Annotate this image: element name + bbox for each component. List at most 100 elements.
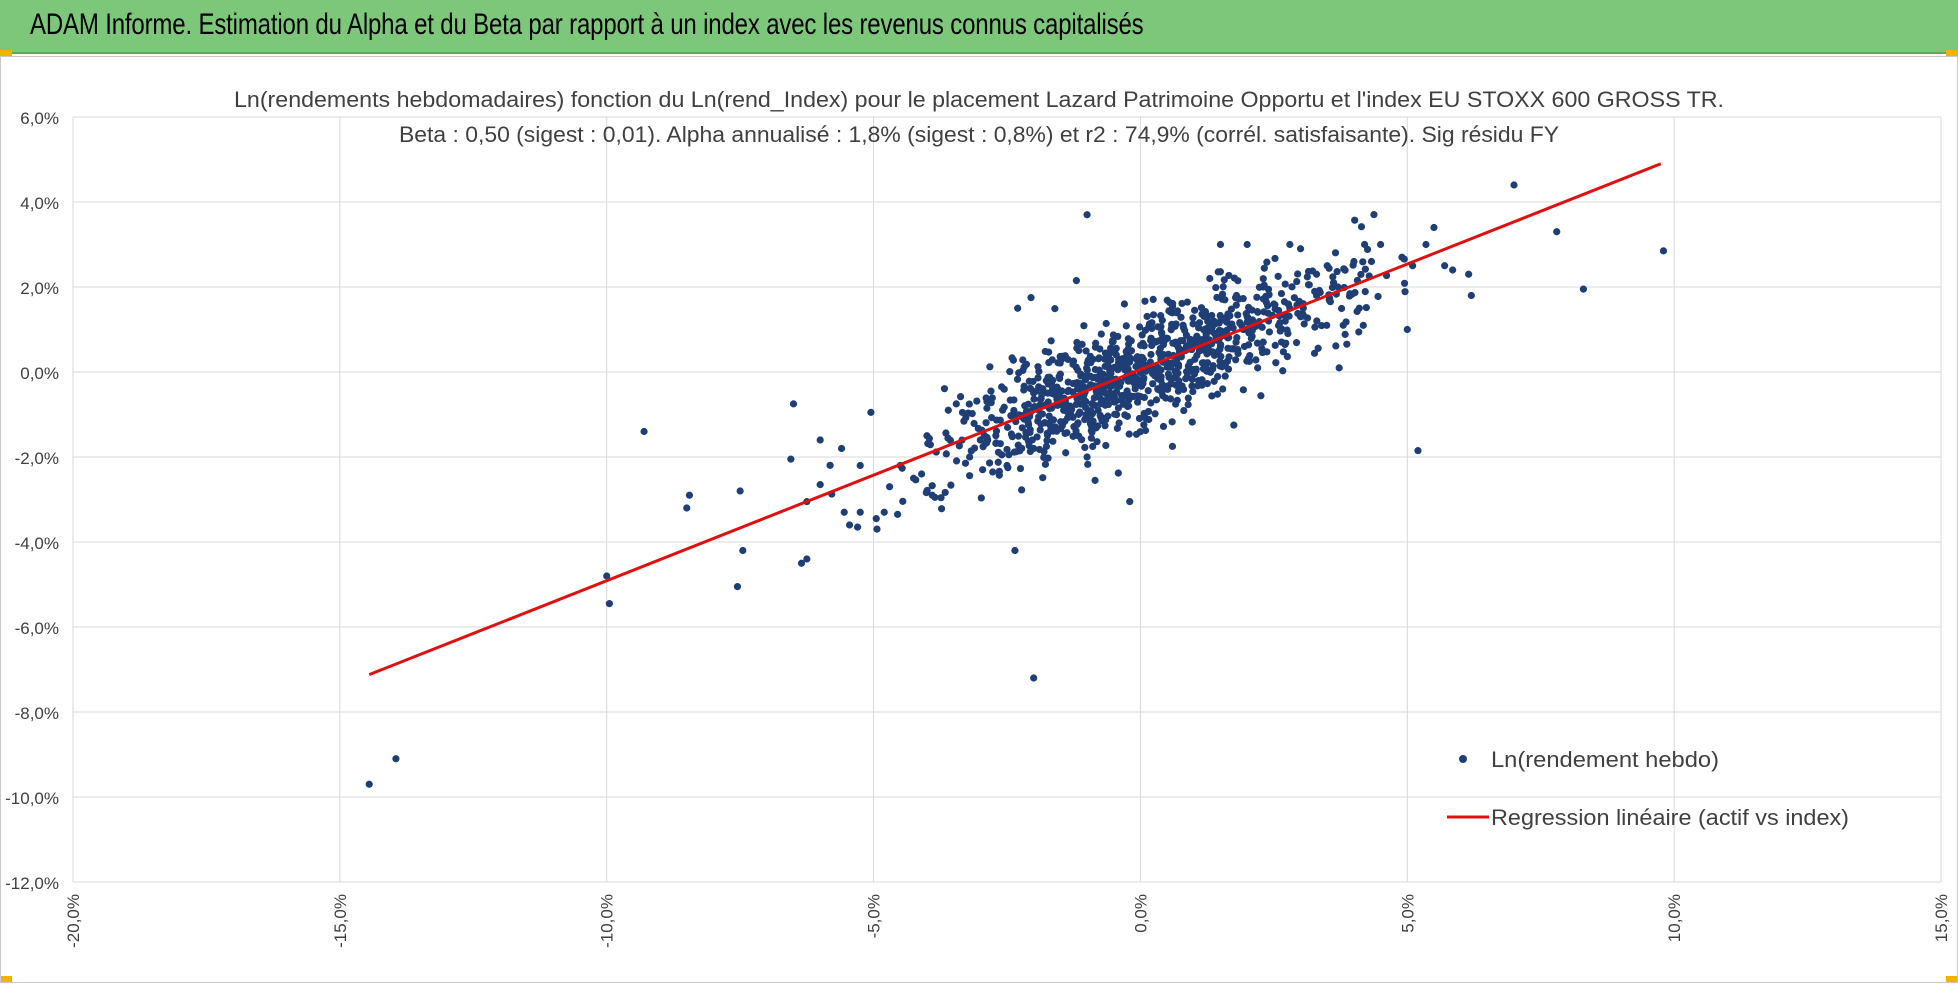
data-point [1189, 314, 1197, 322]
data-point [1212, 283, 1220, 292]
data-point [1041, 419, 1049, 427]
data-point [1367, 257, 1376, 266]
data-point [1341, 330, 1349, 338]
data-point [1203, 313, 1211, 321]
resize-handle-icon[interactable] [1946, 50, 1958, 57]
data-point [1340, 265, 1348, 273]
data-point [1062, 449, 1070, 457]
data-point [996, 416, 1004, 424]
data-point [867, 408, 875, 416]
data-point [1145, 320, 1154, 328]
data-point [1010, 448, 1018, 456]
data-point [968, 410, 976, 418]
x-tick-label: -15,0% [331, 894, 350, 948]
data-point [1140, 342, 1148, 350]
data-point [912, 476, 920, 484]
data-point [872, 515, 880, 523]
data-point [1026, 384, 1034, 393]
data-point [1136, 323, 1144, 331]
data-point [1131, 385, 1139, 393]
data-point [1004, 464, 1012, 472]
data-point [1579, 285, 1588, 293]
data-point [1081, 443, 1089, 452]
data-point [956, 393, 965, 401]
data-point [1351, 288, 1359, 297]
data-point [1049, 388, 1057, 397]
data-point [1276, 327, 1284, 335]
data-point [1296, 245, 1305, 253]
data-point [1223, 357, 1232, 365]
data-point [961, 459, 970, 467]
data-point [1201, 365, 1209, 373]
data-point [1015, 369, 1023, 377]
resize-handle-icon[interactable] [0, 976, 12, 983]
data-point [1066, 402, 1074, 410]
data-point [1141, 426, 1150, 435]
data-point [1095, 354, 1103, 362]
data-point [1243, 313, 1251, 321]
data-point [970, 444, 979, 452]
data-point [1144, 387, 1152, 395]
data-point [1271, 341, 1279, 349]
data-point [1206, 274, 1214, 283]
data-point [955, 442, 963, 450]
data-point [1069, 360, 1077, 368]
data-point [1224, 344, 1232, 352]
data-point [1184, 394, 1192, 402]
data-point [803, 555, 811, 563]
data-point [1263, 258, 1271, 266]
y-tick-label: -12,0% [5, 874, 59, 893]
data-point [1027, 294, 1035, 302]
data-point [1034, 374, 1042, 382]
data-point [1422, 240, 1430, 249]
data-point [1159, 422, 1168, 431]
data-point [1234, 311, 1242, 319]
data-point [1245, 357, 1253, 365]
data-point [1123, 375, 1131, 383]
data-point [1073, 384, 1082, 393]
resize-handle-icon[interactable] [1946, 976, 1958, 983]
data-point [1164, 385, 1172, 393]
legend-label-scatter: Ln(rendement hebdo) [1491, 747, 1719, 772]
data-point [983, 404, 991, 412]
data-point [1213, 390, 1222, 398]
data-point [1191, 306, 1199, 314]
data-point [1403, 325, 1411, 334]
data-point [1049, 416, 1058, 424]
data-point [1174, 369, 1182, 377]
data-point [1064, 378, 1072, 386]
data-point [1314, 344, 1322, 352]
data-point [1227, 305, 1235, 313]
data-point [970, 419, 978, 428]
chart-area[interactable]: 6,0% 4,0% 2,0% 0,0% -2,0% -4,0% -6,0% -8,0% -10,… [0, 56, 1958, 983]
data-point [1011, 546, 1019, 555]
data-point [1087, 434, 1095, 442]
data-point [736, 487, 744, 495]
data-point [845, 521, 854, 529]
legend-marker-scatter [1459, 755, 1467, 763]
data-point [1055, 372, 1063, 380]
data-point [994, 458, 1002, 466]
data-point [1252, 356, 1260, 364]
data-point [1101, 416, 1110, 424]
data-point [944, 434, 952, 442]
resize-handle-icon[interactable] [0, 50, 12, 57]
data-point [1400, 255, 1408, 263]
data-point [1229, 345, 1238, 353]
data-point [1258, 348, 1267, 357]
data-point [1259, 275, 1267, 283]
data-point [1232, 338, 1240, 346]
data-point [1046, 421, 1055, 430]
y-tick-label: -4,0% [15, 534, 59, 553]
data-point [1107, 344, 1115, 352]
data-point [1114, 469, 1122, 477]
data-point [1018, 486, 1026, 494]
data-point [1113, 424, 1121, 432]
data-point [1123, 387, 1131, 395]
data-point [1361, 265, 1369, 273]
data-point [1033, 433, 1041, 441]
data-point [1097, 330, 1105, 338]
data-point [1026, 428, 1034, 437]
data-point [1000, 385, 1008, 393]
data-point [1151, 410, 1159, 418]
